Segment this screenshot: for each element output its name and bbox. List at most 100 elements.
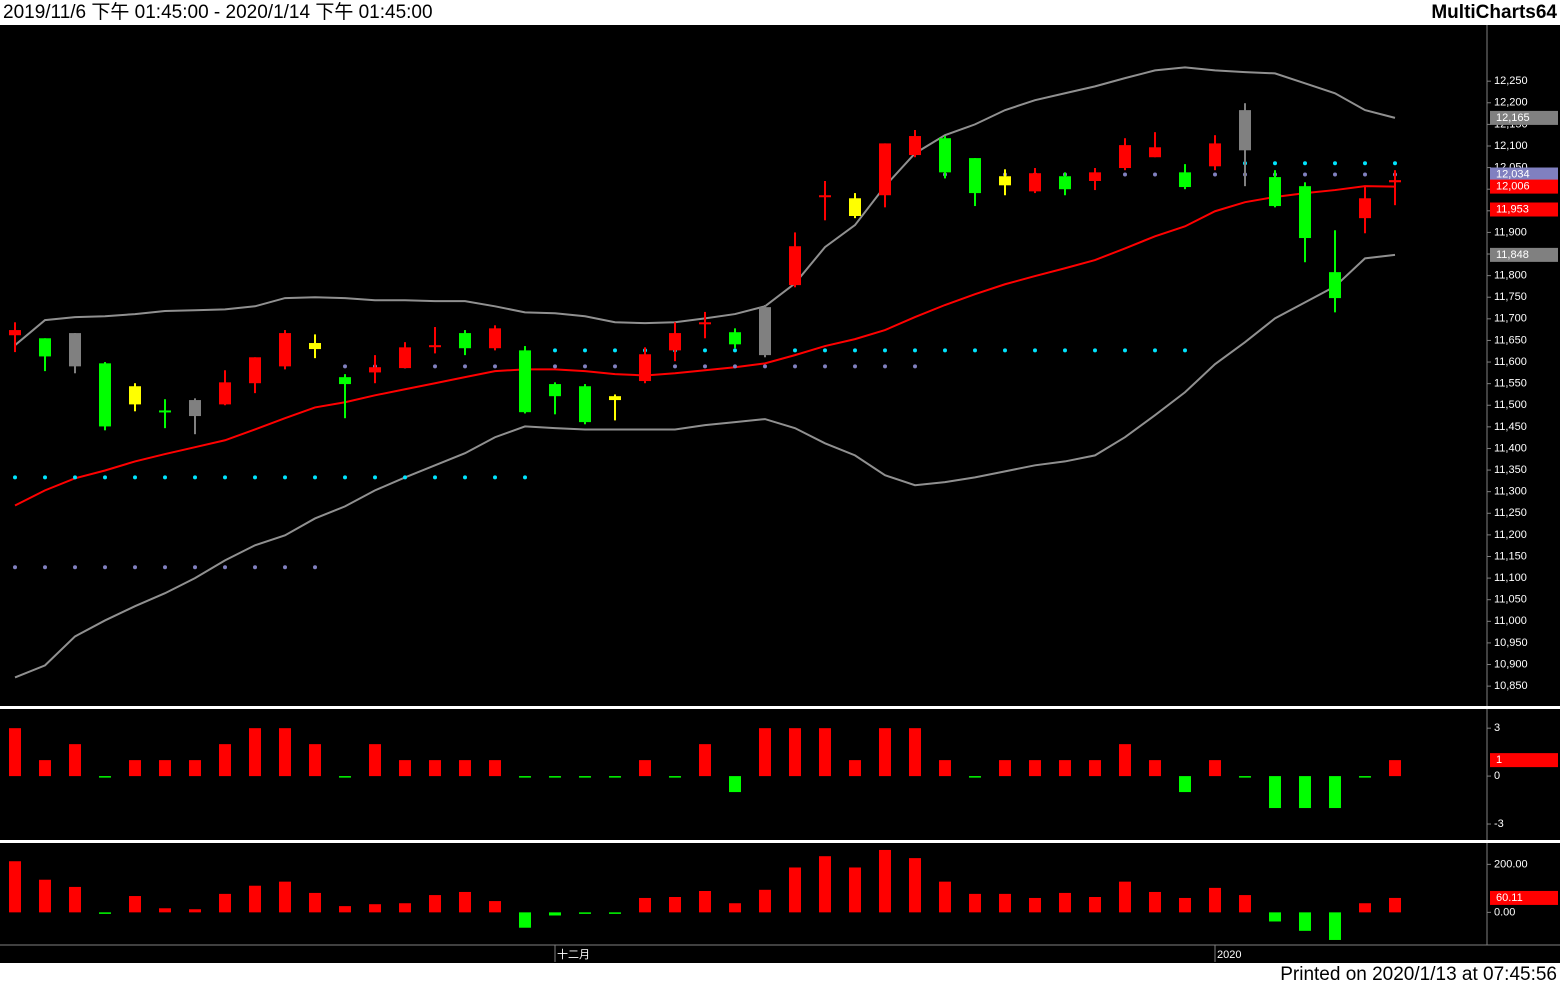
indicator-dot bbox=[913, 364, 917, 369]
indicator-dot bbox=[133, 475, 137, 480]
bar bbox=[669, 776, 681, 778]
price-marker-label: 12,034 bbox=[1496, 168, 1530, 180]
indicator-dot bbox=[1363, 172, 1367, 177]
bar bbox=[1179, 776, 1191, 793]
indicator-dot bbox=[1033, 348, 1037, 353]
bar bbox=[1269, 776, 1281, 809]
candle-body bbox=[399, 347, 411, 369]
indicator-dot bbox=[493, 475, 497, 480]
bar bbox=[69, 886, 81, 913]
bar bbox=[189, 909, 201, 913]
bar bbox=[1029, 760, 1041, 777]
bar bbox=[819, 856, 831, 913]
bar bbox=[1119, 881, 1131, 913]
bar bbox=[69, 744, 81, 777]
bar bbox=[429, 760, 441, 777]
bar bbox=[699, 891, 711, 913]
indicator-dot bbox=[853, 348, 857, 353]
indicator-dot bbox=[1123, 172, 1127, 177]
indicator-dot bbox=[943, 348, 947, 353]
candle-body bbox=[429, 345, 441, 348]
bar bbox=[279, 881, 291, 913]
candle-body bbox=[519, 350, 531, 413]
indicator-dot bbox=[283, 475, 287, 480]
bar bbox=[819, 728, 831, 777]
candle-body bbox=[819, 195, 831, 198]
bar bbox=[999, 893, 1011, 913]
bar bbox=[789, 728, 801, 777]
price-marker bbox=[1490, 247, 1558, 262]
bar bbox=[1329, 776, 1341, 809]
indicator-dot bbox=[1153, 172, 1157, 177]
bar bbox=[459, 891, 471, 913]
indicator-dot bbox=[853, 364, 857, 369]
bar bbox=[1359, 903, 1371, 913]
indicator-dot bbox=[193, 565, 197, 570]
bar bbox=[609, 912, 621, 914]
print-note: Printed on 2020/1/13 at 07:45:56 bbox=[1280, 964, 1557, 985]
candle-body bbox=[1119, 145, 1131, 169]
candle-body bbox=[549, 384, 561, 397]
price-marker bbox=[1490, 890, 1558, 905]
y-tick-label: 11,400 bbox=[1494, 442, 1527, 454]
indicator-dot bbox=[1213, 172, 1217, 177]
bar bbox=[1149, 760, 1161, 777]
indicator-dot bbox=[763, 364, 767, 369]
y-tick-label: 11,900 bbox=[1494, 226, 1527, 238]
bar bbox=[339, 776, 351, 778]
bar bbox=[9, 728, 21, 777]
bar bbox=[789, 867, 801, 913]
y-tick-label: 10,900 bbox=[1494, 658, 1528, 670]
candle-body bbox=[99, 363, 111, 427]
candle-body bbox=[699, 322, 711, 325]
y-tick-label: 11,150 bbox=[1494, 550, 1527, 562]
candle-body bbox=[999, 176, 1011, 186]
bar bbox=[369, 744, 381, 777]
candle-body bbox=[1299, 186, 1311, 239]
indicator-dot bbox=[793, 348, 797, 353]
indicator-dot bbox=[313, 565, 317, 570]
bar bbox=[579, 776, 591, 778]
candle-body bbox=[309, 343, 321, 350]
y-tick-label: 12,100 bbox=[1494, 140, 1528, 152]
y-tick-label: 0 bbox=[1494, 770, 1500, 782]
y-tick-label: 10,950 bbox=[1494, 637, 1528, 649]
candle-body bbox=[1359, 198, 1371, 219]
y-tick-label: -3 bbox=[1494, 818, 1504, 830]
bar bbox=[279, 728, 291, 777]
bar bbox=[1269, 912, 1281, 922]
candle-body bbox=[249, 357, 261, 384]
header-bar bbox=[0, 0, 1560, 25]
bar bbox=[969, 776, 981, 778]
price-marker-label: 12,165 bbox=[1496, 112, 1530, 124]
indicator-dot bbox=[13, 565, 17, 570]
y-tick-label: 11,800 bbox=[1494, 270, 1527, 282]
candle-body bbox=[729, 332, 741, 345]
candle-body bbox=[459, 333, 471, 349]
indicator-dot bbox=[733, 364, 737, 369]
indicator-dot bbox=[613, 364, 617, 369]
indicator-dot bbox=[463, 475, 467, 480]
indicator-dot bbox=[433, 475, 437, 480]
indicator-line bbox=[14, 253, 1396, 679]
bar bbox=[879, 728, 891, 777]
bar bbox=[399, 760, 411, 777]
y-tick-label: 11,650 bbox=[1494, 334, 1527, 346]
indicator-dot bbox=[253, 475, 257, 480]
bar bbox=[1209, 887, 1221, 913]
y-tick-label: 11,000 bbox=[1494, 615, 1527, 627]
bar bbox=[1179, 897, 1191, 913]
indicator-dot bbox=[583, 348, 587, 353]
candle-body bbox=[1209, 143, 1221, 167]
indicator-dot bbox=[313, 475, 317, 480]
bar bbox=[669, 897, 681, 913]
price-marker bbox=[1490, 202, 1558, 217]
y-tick-label: 11,050 bbox=[1494, 594, 1527, 606]
bar bbox=[909, 858, 921, 913]
bar bbox=[99, 776, 111, 778]
candle-body bbox=[129, 386, 141, 405]
indicator-dot bbox=[823, 348, 827, 353]
bar bbox=[879, 849, 891, 913]
